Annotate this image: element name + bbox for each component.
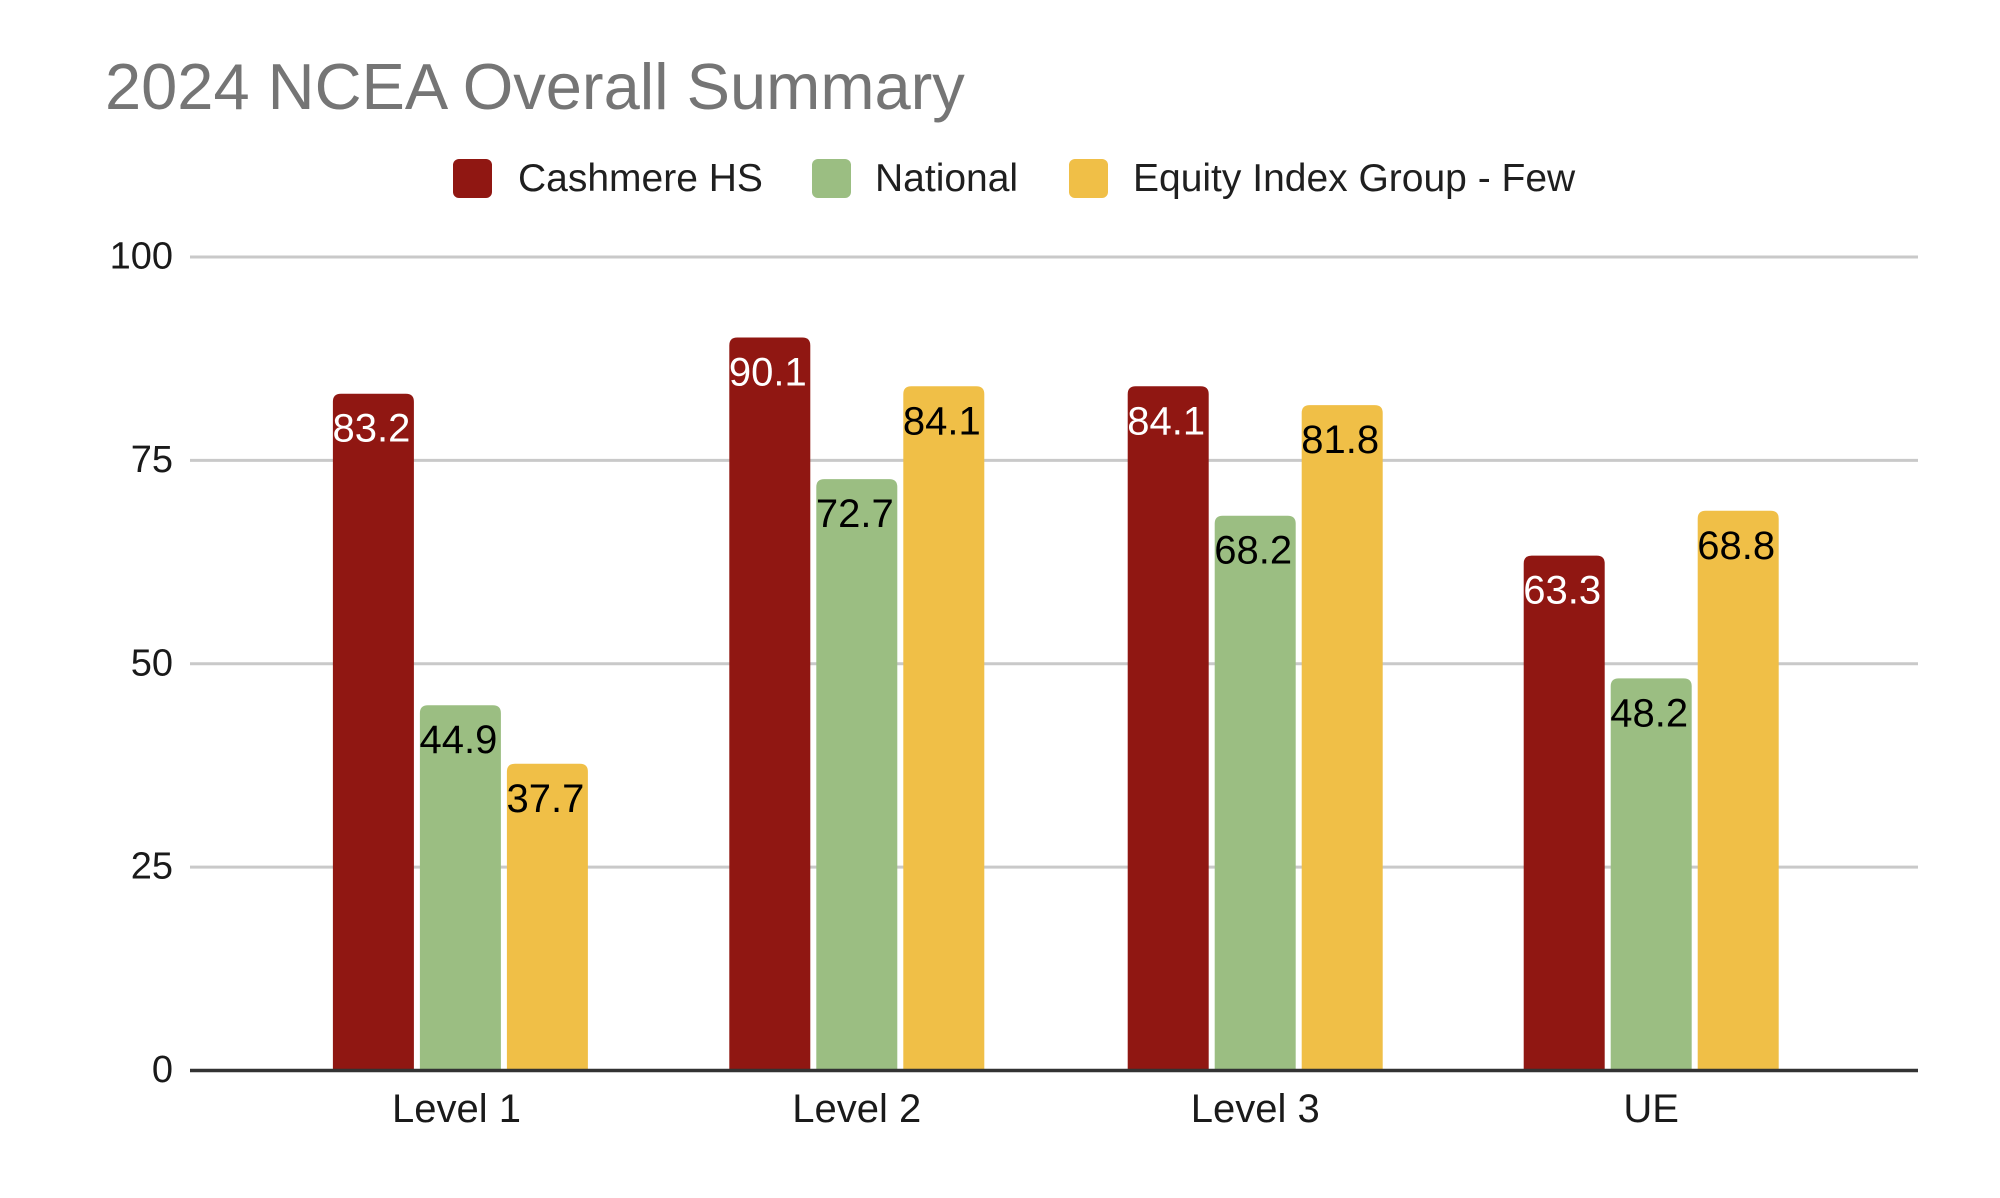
svg-text:68.2: 68.2: [1214, 529, 1292, 573]
svg-text:37.7: 37.7: [506, 777, 584, 821]
svg-text:72.7: 72.7: [816, 492, 894, 536]
svg-text:81.8: 81.8: [1301, 418, 1379, 462]
svg-text:48.2: 48.2: [1610, 691, 1688, 735]
svg-text:100: 100: [110, 236, 173, 278]
svg-text:2024 NCEA Overall Summary: 2024 NCEA Overall Summary: [105, 50, 965, 123]
svg-text:90.1: 90.1: [729, 351, 807, 395]
svg-text:National: National: [875, 157, 1018, 200]
svg-text:68.8: 68.8: [1697, 524, 1775, 568]
svg-text:83.2: 83.2: [332, 407, 410, 451]
svg-text:Level 2: Level 2: [792, 1087, 921, 1131]
svg-text:75: 75: [131, 439, 173, 481]
svg-text:UE: UE: [1623, 1087, 1679, 1131]
svg-text:84.1: 84.1: [1127, 399, 1205, 443]
svg-text:44.9: 44.9: [419, 718, 497, 762]
svg-text:50: 50: [131, 642, 173, 684]
svg-text:Level 1: Level 1: [392, 1087, 521, 1131]
svg-text:0: 0: [152, 1049, 173, 1091]
svg-text:84.1: 84.1: [903, 399, 981, 443]
svg-text:25: 25: [131, 846, 173, 888]
svg-text:63.3: 63.3: [1523, 569, 1601, 613]
svg-text:Cashmere HS: Cashmere HS: [518, 157, 763, 200]
svg-text:Equity Index Group - Few: Equity Index Group - Few: [1133, 157, 1576, 200]
svg-text:Level 3: Level 3: [1191, 1087, 1320, 1131]
